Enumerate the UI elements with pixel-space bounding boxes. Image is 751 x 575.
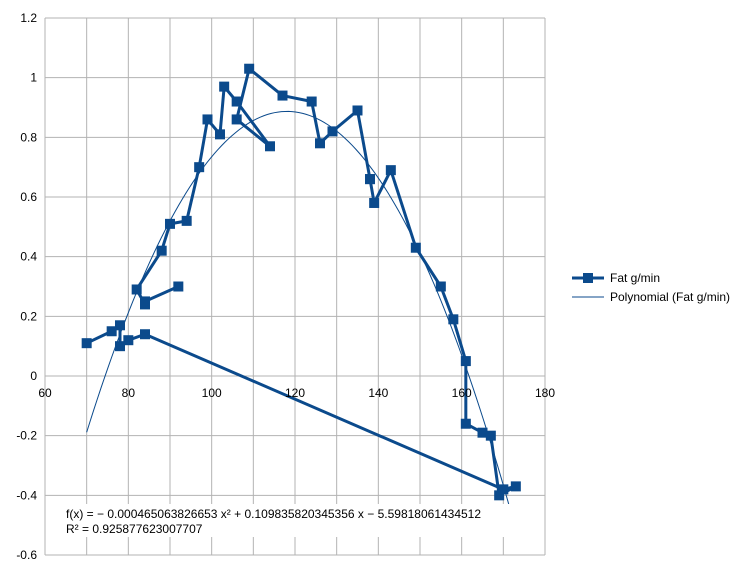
data-point-fat xyxy=(215,129,225,140)
data-point-fat xyxy=(123,335,134,346)
y-tick-label: -0.2 xyxy=(16,429,37,443)
data-point-fat xyxy=(277,90,288,101)
data-point-fat xyxy=(265,141,275,152)
equation-background xyxy=(62,504,516,537)
data-point-fat xyxy=(231,114,242,125)
data-point-fat xyxy=(435,281,446,292)
data-point-fat xyxy=(485,430,496,441)
series-line-fat xyxy=(86,67,518,497)
y-tick-label: -0.4 xyxy=(16,488,37,502)
trendline-polynomial xyxy=(86,110,513,515)
trendline-layer xyxy=(86,110,513,515)
data-point-fat xyxy=(369,197,380,208)
y-tick-label: 1.2 xyxy=(20,11,37,25)
trendline-equation: f(x) = − 0.000465063826653 x² + 0.109835… xyxy=(62,504,516,537)
data-point-fat xyxy=(156,245,167,256)
x-tick-label: 60 xyxy=(38,386,52,400)
y-tick-label: -0.6 xyxy=(16,548,37,562)
data-point-fat xyxy=(115,320,125,331)
data-point-fat xyxy=(219,81,230,92)
legend: Fat g/min Polynomial (Fat g/min) xyxy=(572,271,730,304)
data-point-fat xyxy=(460,356,471,367)
data-point-fat xyxy=(244,63,255,74)
y-tick-label: 0.2 xyxy=(20,309,37,323)
data-point-fat xyxy=(173,281,184,292)
y-tick-label: 1 xyxy=(30,71,37,85)
series-layer xyxy=(81,63,521,501)
data-point-fat xyxy=(231,96,242,107)
tick-labels: 60 80 100 120 140 160 180 -0.6 -0.4 -0.2 0 0.2 0.4 0.… xyxy=(16,11,555,562)
legend-label-fat: Fat g/min xyxy=(610,271,660,285)
data-point-fat xyxy=(494,490,505,501)
data-point-fat xyxy=(165,218,175,229)
x-tick-label: 120 xyxy=(285,386,305,400)
data-point-fat xyxy=(194,162,205,173)
data-point-fat xyxy=(115,341,125,352)
x-tick-label: 140 xyxy=(368,386,388,400)
data-point-fat xyxy=(306,96,317,107)
data-point-fat xyxy=(131,284,142,295)
equation-text: f(x) = − 0.000465063826653 x² + 0.109835… xyxy=(66,507,481,521)
grid xyxy=(44,17,546,556)
data-point-fat xyxy=(410,242,421,253)
x-tick-label: 80 xyxy=(122,386,136,400)
data-point-fat xyxy=(327,126,338,137)
data-point-fat xyxy=(460,418,471,429)
data-point-fat xyxy=(385,165,396,176)
data-point-fat xyxy=(365,174,375,185)
data-point-fat xyxy=(181,215,192,226)
data-point-fat xyxy=(498,484,509,495)
y-tick-label: 0.4 xyxy=(20,250,37,264)
y-tick-label: 0.6 xyxy=(20,190,37,204)
data-point-fat xyxy=(202,114,213,125)
x-tick-label: 160 xyxy=(452,386,472,400)
data-point-fat xyxy=(81,338,92,349)
data-point-fat xyxy=(140,329,150,340)
data-point-fat xyxy=(315,138,325,149)
data-point-fat xyxy=(352,105,363,116)
legend-marker-square-fat xyxy=(583,273,593,283)
legend-label-polynomial: Polynomial (Fat g/min) xyxy=(610,290,730,304)
data-point-fat xyxy=(106,326,117,337)
r-squared-text: R² = 0.925877623007707 xyxy=(66,522,203,536)
x-tick-label: 180 xyxy=(535,386,555,400)
data-point-fat xyxy=(448,314,459,325)
data-point-fat xyxy=(140,299,150,310)
data-point-fat xyxy=(510,481,521,492)
y-tick-label: 0 xyxy=(30,369,37,383)
x-tick-label: 100 xyxy=(202,386,222,400)
y-tick-label: 0.8 xyxy=(20,130,37,144)
data-point-fat xyxy=(477,427,488,438)
